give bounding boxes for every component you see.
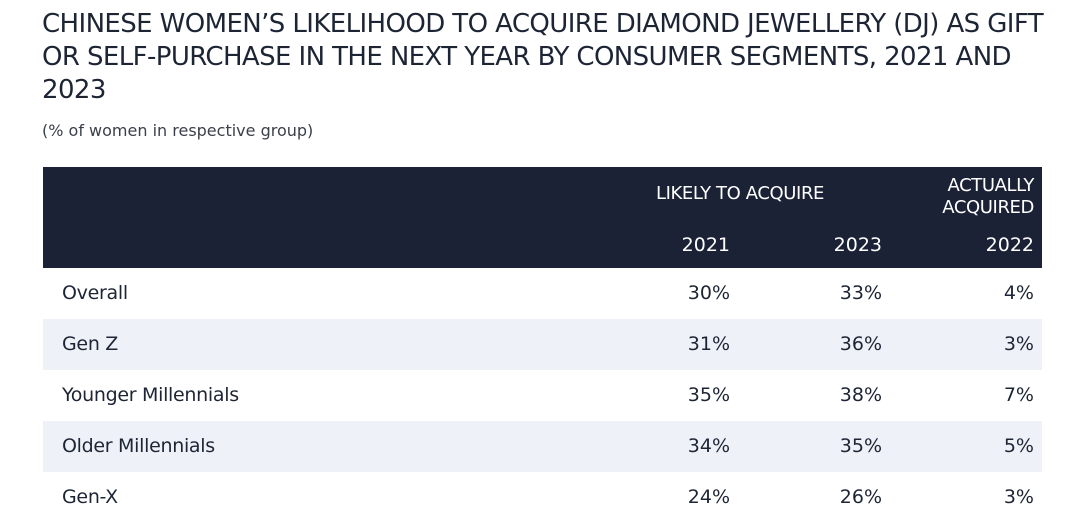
- cell-2022-actual: 3%: [1003, 486, 1034, 508]
- header-year-2021: 2021: [681, 234, 730, 256]
- cell-2021: 34%: [687, 435, 730, 457]
- row-label: Gen-X: [62, 486, 118, 508]
- cell-2023: 26%: [839, 486, 882, 508]
- table-row: Gen Z 31% 36% 3%: [43, 319, 1042, 370]
- cell-2022-actual: 4%: [1003, 282, 1034, 304]
- cell-2022-actual: 5%: [1003, 435, 1034, 457]
- cell-2023: 33%: [839, 282, 882, 304]
- table-row: Gen-X 24% 26% 3%: [43, 472, 1042, 515]
- row-label: Older Millennials: [62, 435, 215, 457]
- cell-2021: 35%: [687, 384, 730, 406]
- table-row: Younger Millennials 35% 38% 7%: [43, 370, 1042, 421]
- cell-2023: 38%: [839, 384, 882, 406]
- table-row: Overall 30% 33% 4%: [43, 268, 1042, 319]
- table-header: LIKELY TO ACQUIRE ACTUALLY ACQUIRED 2021…: [43, 167, 1042, 268]
- cell-2021: 24%: [687, 486, 730, 508]
- row-label: Overall: [62, 282, 128, 304]
- cell-2022-actual: 3%: [1003, 333, 1034, 355]
- cell-2022-actual: 7%: [1003, 384, 1034, 406]
- page-subtitle: (% of women in respective group): [42, 121, 314, 140]
- cell-2021: 31%: [687, 333, 730, 355]
- header-year-2022: 2022: [985, 234, 1034, 256]
- row-label: Younger Millennials: [62, 384, 239, 406]
- row-label: Gen Z: [62, 333, 119, 355]
- cell-2021: 30%: [687, 282, 730, 304]
- cell-2023: 35%: [839, 435, 882, 457]
- header-year-2023: 2023: [833, 234, 882, 256]
- cell-2023: 36%: [839, 333, 882, 355]
- page-title: Chinese women’s likelihood to acquire di…: [42, 9, 1044, 105]
- header-likely-to-acquire: LIKELY TO ACQUIRE: [655, 183, 825, 204]
- table-row: Older Millennials 34% 35% 5%: [43, 421, 1042, 472]
- header-actually-acquired: ACTUALLY ACQUIRED: [942, 175, 1034, 218]
- data-table: LIKELY TO ACQUIRE ACTUALLY ACQUIRED 2021…: [43, 167, 1042, 515]
